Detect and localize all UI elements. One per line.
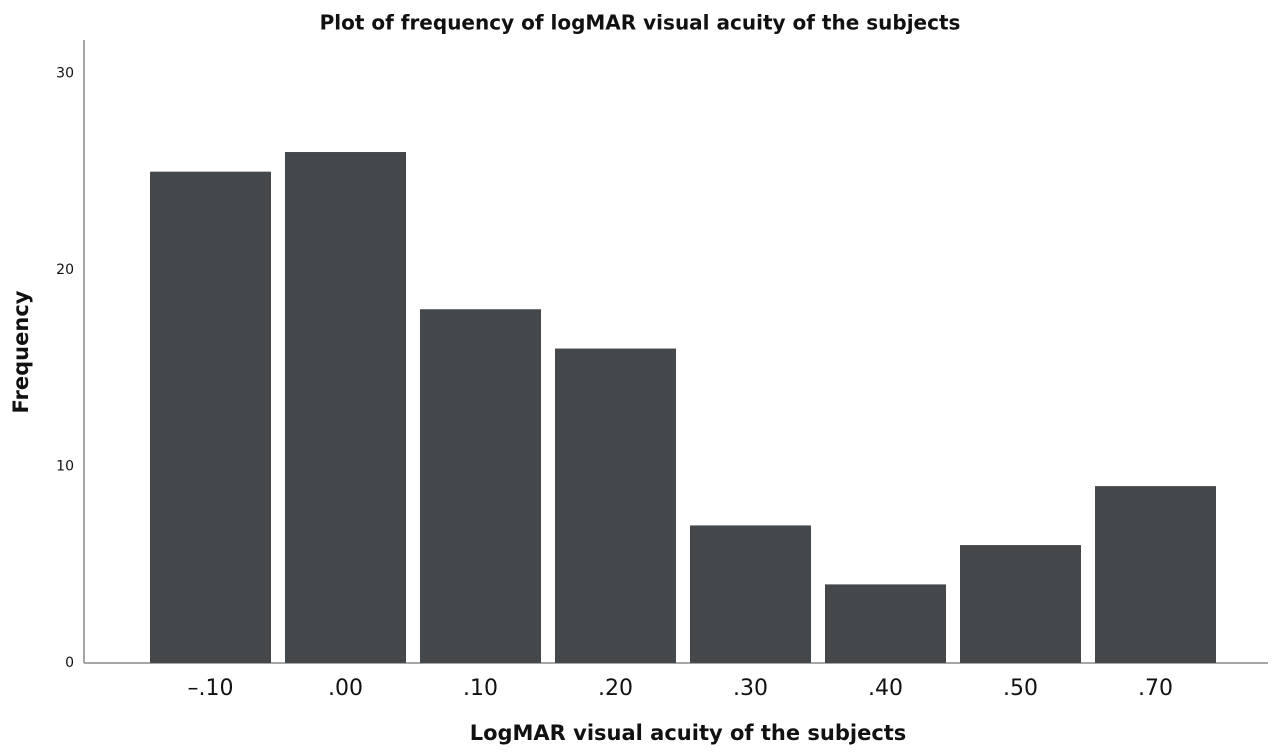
x-tick-label: .40 (868, 676, 903, 701)
bar (960, 545, 1081, 663)
y-tick-label: 0 (65, 655, 74, 671)
x-axis-label: LogMAR visual acuity of the subjects (470, 721, 907, 745)
bar (690, 525, 811, 663)
bar (285, 152, 406, 663)
x-tick-label: .50 (1003, 676, 1038, 701)
x-tick-label: .20 (598, 676, 633, 701)
bar (825, 584, 946, 663)
x-tick-label: .70 (1138, 676, 1173, 701)
x-tick-label: –.10 (188, 676, 234, 701)
x-tick-label: .00 (328, 676, 363, 701)
x-tick-label: .30 (733, 676, 768, 701)
bar (420, 309, 541, 663)
bar (555, 348, 676, 663)
y-tick-label: 20 (56, 262, 74, 278)
bar (1095, 486, 1216, 663)
x-tick-label: .10 (463, 676, 498, 701)
chart-title: Plot of frequency of logMAR visual acuit… (320, 11, 961, 35)
y-tick-label: 10 (56, 458, 74, 474)
y-tick-label: 30 (56, 65, 74, 81)
bar (150, 171, 271, 663)
y-axis-label: Frequency (9, 290, 33, 413)
